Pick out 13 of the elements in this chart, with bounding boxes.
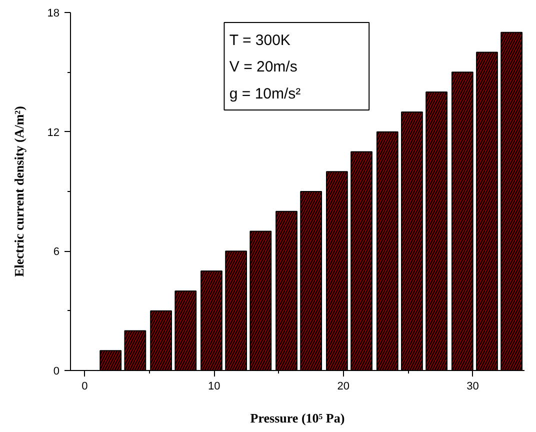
y-tick-label: 0 [53, 366, 60, 378]
annotation: T = 300K [229, 32, 290, 49]
y-tick-label: 12 [47, 126, 60, 139]
x-tick-label: 20 [337, 380, 350, 392]
annotation: V = 20m/s [229, 58, 298, 76]
x-tick-label: 10 [208, 380, 220, 392]
y-axis-title: Electric current density (A/m²) [11, 106, 26, 277]
y-tick-label: 6 [53, 246, 60, 258]
x-axis-title: Pressure (10⁵ Pa) [250, 410, 345, 426]
x-tick-label: 0 [82, 380, 88, 392]
y-tick-label: 18 [47, 8, 60, 20]
annotation: g = 10m/s² [229, 86, 301, 103]
x-tick-label: 30 [466, 380, 479, 392]
